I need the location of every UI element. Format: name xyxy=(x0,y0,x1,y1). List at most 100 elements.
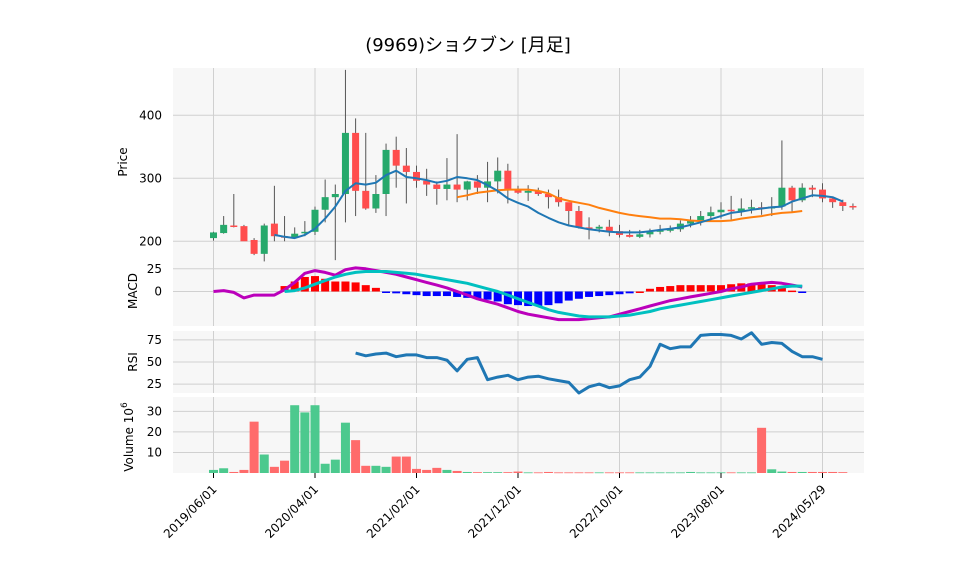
candle-body xyxy=(829,198,837,203)
candle-body xyxy=(311,209,319,232)
macd-histogram-bar xyxy=(757,284,766,292)
x-tick-label: 2019/06/01 xyxy=(161,482,220,541)
x-tick-label: 2021/12/01 xyxy=(465,482,524,541)
volume-bar xyxy=(371,465,381,473)
volume-bar xyxy=(706,472,716,474)
candle-body xyxy=(819,189,826,199)
candle-body xyxy=(717,209,725,213)
x-tick-label: 2022/10/01 xyxy=(567,482,626,541)
volume-bar xyxy=(574,472,584,474)
macd-histogram-bar xyxy=(798,291,807,293)
macd-histogram-bar xyxy=(706,285,715,292)
macd-histogram-bar xyxy=(564,291,573,301)
volume-bar xyxy=(645,472,655,474)
macd-histogram-bar xyxy=(574,291,583,299)
volume-bar xyxy=(219,468,229,473)
candle-body xyxy=(575,211,583,228)
macd-histogram-bar xyxy=(392,291,401,294)
volume-bar xyxy=(472,472,482,473)
macd-line xyxy=(213,266,803,322)
volume-bar xyxy=(422,469,432,473)
volume-bar xyxy=(543,471,553,473)
macd-histogram-bar xyxy=(585,291,594,297)
volume-bar xyxy=(432,467,442,473)
macd-histogram-bar xyxy=(432,291,441,297)
candle-body xyxy=(291,233,299,238)
macd-histogram-bar xyxy=(331,281,340,292)
candle-body xyxy=(504,170,512,189)
macd-histogram-bar xyxy=(534,291,543,307)
volume-bar xyxy=(361,465,371,473)
candle-body xyxy=(778,187,786,207)
candle-body xyxy=(372,194,380,209)
macd-histogram-bar xyxy=(473,291,482,299)
price-axis-label: Price xyxy=(116,147,130,176)
candle-body xyxy=(666,229,674,231)
macd-histogram-bar xyxy=(483,291,492,300)
candle-body xyxy=(433,184,441,189)
volume-bar xyxy=(594,472,604,474)
macd-histogram-bar xyxy=(666,286,675,292)
candle-body xyxy=(453,184,461,190)
candle-body xyxy=(423,180,431,185)
price-panel xyxy=(210,69,857,262)
candle-body xyxy=(301,231,309,234)
macd-signal-line xyxy=(284,270,803,319)
volume-bar xyxy=(391,456,401,473)
candle-body xyxy=(270,223,278,237)
macd-histogram-bar xyxy=(615,291,624,295)
macd-histogram-bar xyxy=(696,285,705,292)
volume-bar xyxy=(767,469,777,473)
candle-body xyxy=(798,187,806,201)
volume-bar xyxy=(290,405,300,473)
candle-body xyxy=(514,188,522,193)
volume-bar xyxy=(462,471,472,473)
ma-short-line xyxy=(274,169,844,240)
volume-bar xyxy=(716,472,726,474)
candle-body xyxy=(808,187,816,190)
volume-bar xyxy=(442,469,452,473)
volume-bar xyxy=(736,472,746,474)
volume-bar xyxy=(584,472,594,474)
candle-body xyxy=(321,197,329,210)
candle-body xyxy=(210,232,217,239)
volume-bar xyxy=(209,469,218,473)
macd-histogram-bar xyxy=(422,291,431,297)
candle-body xyxy=(687,220,695,224)
volume-bar xyxy=(249,421,259,473)
macd-histogram-bar xyxy=(371,287,380,292)
candle-body xyxy=(707,212,715,217)
price-y-tick-label: 400 xyxy=(139,108,162,122)
candle-body xyxy=(788,187,796,201)
volume-axis-label: Volume 106 xyxy=(120,402,136,472)
volume-bar xyxy=(493,472,503,473)
candle-body xyxy=(392,149,400,166)
volume-bar xyxy=(533,472,543,474)
candle-body xyxy=(382,149,390,194)
volume-bar xyxy=(412,468,421,473)
candle-body xyxy=(402,165,410,172)
x-tick-label: 2020/04/01 xyxy=(262,482,321,541)
macd-histogram-bar xyxy=(290,281,299,292)
macd-histogram-bar xyxy=(300,276,309,292)
macd-histogram-bar xyxy=(503,291,512,305)
vol-y-tick-label: 10 xyxy=(147,445,162,459)
candle-body xyxy=(849,205,857,208)
candle-body xyxy=(473,181,481,188)
volume-bar xyxy=(807,471,817,473)
volume-bar xyxy=(625,472,635,474)
volume-bar xyxy=(513,471,523,473)
x-tick-label: 2023/08/01 xyxy=(668,482,727,541)
volume-bar xyxy=(239,469,249,473)
candle-body xyxy=(413,171,420,181)
volume-bar xyxy=(828,471,838,473)
volume-bar xyxy=(655,472,665,474)
candle-body xyxy=(331,194,339,198)
x-tick-label: 2021/02/01 xyxy=(364,482,423,541)
volume-bar xyxy=(269,466,279,473)
ma-long-line xyxy=(456,188,803,223)
candle-body xyxy=(352,132,360,191)
candle-body xyxy=(240,226,248,242)
volume-bar xyxy=(665,472,675,474)
